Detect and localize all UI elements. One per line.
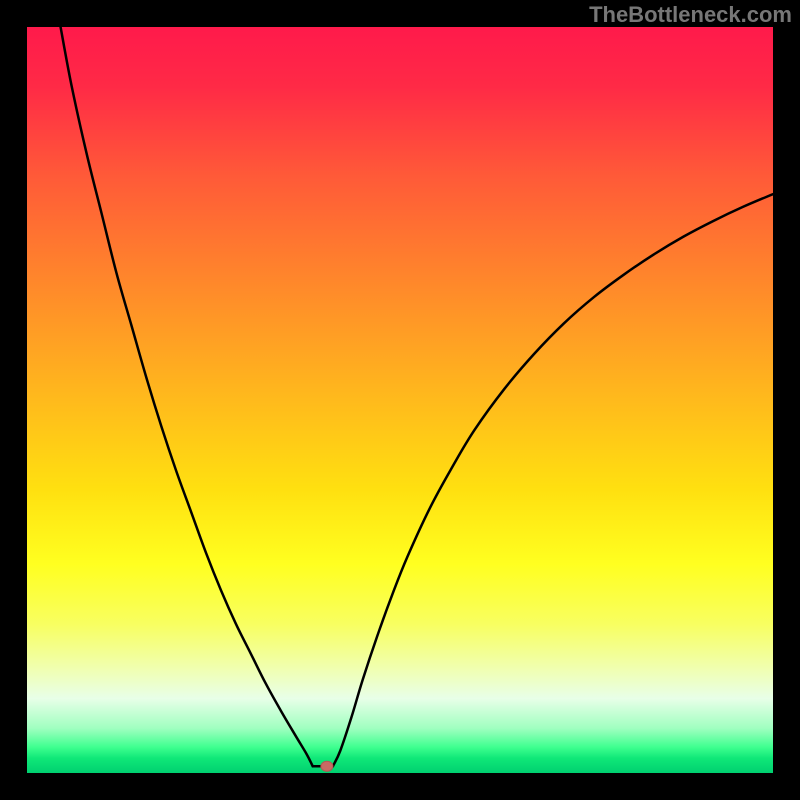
curve-right-branch [333,194,773,766]
plot-area [27,27,773,773]
minimum-marker [321,761,333,771]
curve-svg [27,27,773,773]
watermark-text: TheBottleneck.com [589,2,792,28]
chart-container: TheBottleneck.com [0,0,800,800]
curve-left-branch [61,27,313,766]
